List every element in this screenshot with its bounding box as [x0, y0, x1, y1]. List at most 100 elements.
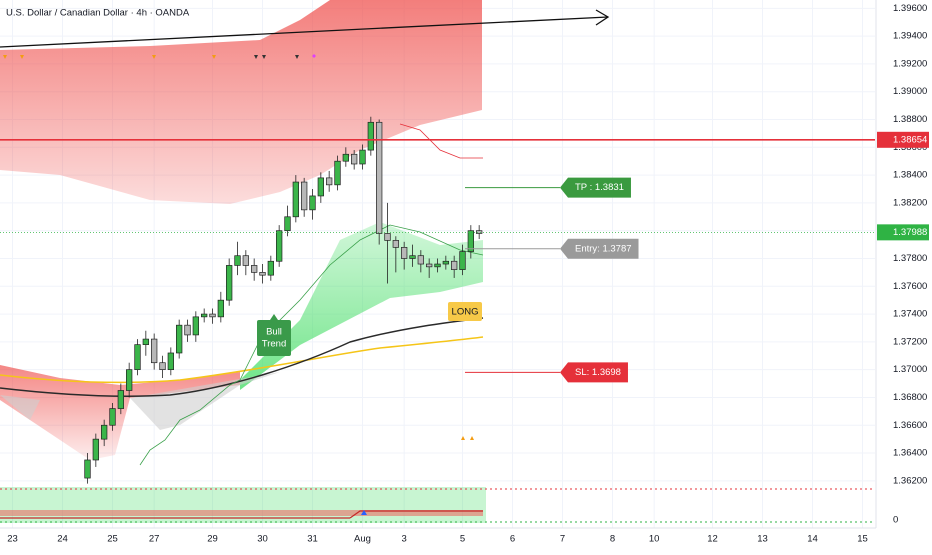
candle-body [442, 260, 449, 265]
x-tick-label: 27 [149, 534, 160, 545]
candle-body [209, 313, 216, 318]
candle-body [226, 265, 233, 301]
x-tick-label: 30 [257, 534, 268, 545]
y-tick-label: 1.39600 [893, 3, 927, 14]
candle-body [392, 240, 399, 248]
bull-trend-label: Trend [262, 339, 286, 350]
candle-body [167, 352, 174, 371]
indicator-line [349, 510, 483, 519]
trend-line [0, 16, 609, 48]
y-tick-label: 1.37800 [893, 253, 927, 264]
y-tick-label: 1.36200 [893, 475, 927, 486]
x-tick-label: 29 [207, 534, 218, 545]
candle-body [92, 438, 99, 461]
price-badge-label: 1.38654 [893, 134, 927, 145]
candle-body [426, 263, 433, 268]
trade-level-badge [560, 177, 631, 198]
price-badge-label: 1.37988 [893, 227, 927, 238]
bull-trend-pointer [270, 314, 278, 320]
candle-body [117, 390, 124, 409]
x-tick-label: 10 [649, 534, 660, 545]
candle-body [217, 299, 224, 318]
candle-body [201, 313, 208, 318]
x-tick-label: Aug [354, 534, 371, 545]
candle-body [459, 251, 466, 270]
long-label: LONG [452, 307, 479, 318]
y-tick-label: 1.36400 [893, 448, 927, 459]
x-tick-label: 24 [57, 534, 68, 545]
candle-body [284, 216, 291, 232]
candle-body [317, 177, 324, 197]
price-badge [877, 131, 929, 148]
y-tick-label: 1.36800 [893, 392, 927, 403]
y-tick-label: 1.37000 [893, 364, 927, 375]
x-tick-label: 3 [402, 534, 407, 545]
candle-body [334, 160, 341, 186]
candle-body [409, 255, 416, 259]
lower-cloud [0, 365, 240, 460]
price-badge [877, 224, 929, 241]
yellow-ma [0, 336, 484, 384]
bull-trend-label: Bull [266, 327, 282, 338]
trade-level-badge [560, 362, 628, 383]
trade-level-label: Entry: 1.3787 [575, 243, 632, 254]
trade-level-badge [560, 238, 639, 259]
candle-body [367, 121, 374, 151]
x-tick-label: 5 [460, 534, 465, 545]
candle-body [259, 272, 266, 276]
indicator-bar [0, 510, 483, 516]
y-tick-label: 1.39400 [893, 31, 927, 42]
y-tick-label: 1.39000 [893, 86, 927, 97]
y-tick-label: 1.38400 [893, 170, 927, 181]
candle-body [417, 255, 424, 265]
y-tick-label: 1.39200 [893, 58, 927, 69]
candle-body [84, 459, 91, 479]
candle-body [342, 153, 349, 162]
candle-body [401, 247, 408, 259]
x-tick-label: 25 [107, 534, 118, 545]
candle-body [109, 408, 116, 426]
price-axis [876, 0, 932, 528]
x-tick-label: 6 [510, 534, 515, 545]
labels: 1.36200 1.36400 1.36600 1.36800 1.37000 1.372… [7, 3, 929, 545]
x-tick-label: 15 [857, 534, 868, 545]
candle-body [309, 195, 316, 211]
candle-body [351, 153, 358, 165]
x-tick-label: 23 [7, 534, 18, 545]
y-tick-label: 1.37600 [893, 281, 927, 292]
x-tick-label: 8 [610, 534, 615, 545]
candle-body [301, 181, 308, 211]
candle-body [276, 230, 283, 262]
gray-band [0, 372, 280, 430]
y-tick-label: 1.38800 [893, 114, 927, 125]
trend-arrow [595, 9, 610, 26]
candle-body [376, 121, 383, 234]
red-trail [399, 123, 483, 159]
candle-body [184, 324, 191, 336]
y-tick-label: 1.36600 [893, 420, 927, 431]
candle-body [476, 230, 483, 234]
candle-body [151, 338, 158, 364]
y-tick-label: 1.37400 [893, 309, 927, 320]
trade-level-label: SL: 1.3698 [575, 367, 621, 378]
indicator-panel [0, 487, 486, 523]
candle-body [251, 265, 258, 273]
candle-body [267, 260, 274, 276]
bull-trend-badge [257, 320, 291, 356]
candle-body [134, 344, 141, 371]
candle-body [451, 260, 458, 270]
candle-body [292, 181, 299, 218]
resistance-cloud [0, 0, 482, 204]
candle-body [242, 255, 249, 266]
candle-body [326, 177, 333, 186]
long-badge [448, 302, 482, 321]
trade-level-label: TP : 1.3831 [575, 182, 624, 193]
candle-body [142, 338, 149, 345]
indicator-marker [361, 510, 367, 515]
x-tick-label: 13 [757, 534, 768, 545]
chart-title: U.S. Dollar / Canadian Dollar · 4h · OAN… [6, 8, 190, 19]
x-tick-label: 12 [707, 534, 718, 545]
candle-body [176, 324, 183, 354]
plot [0, 116, 875, 523]
